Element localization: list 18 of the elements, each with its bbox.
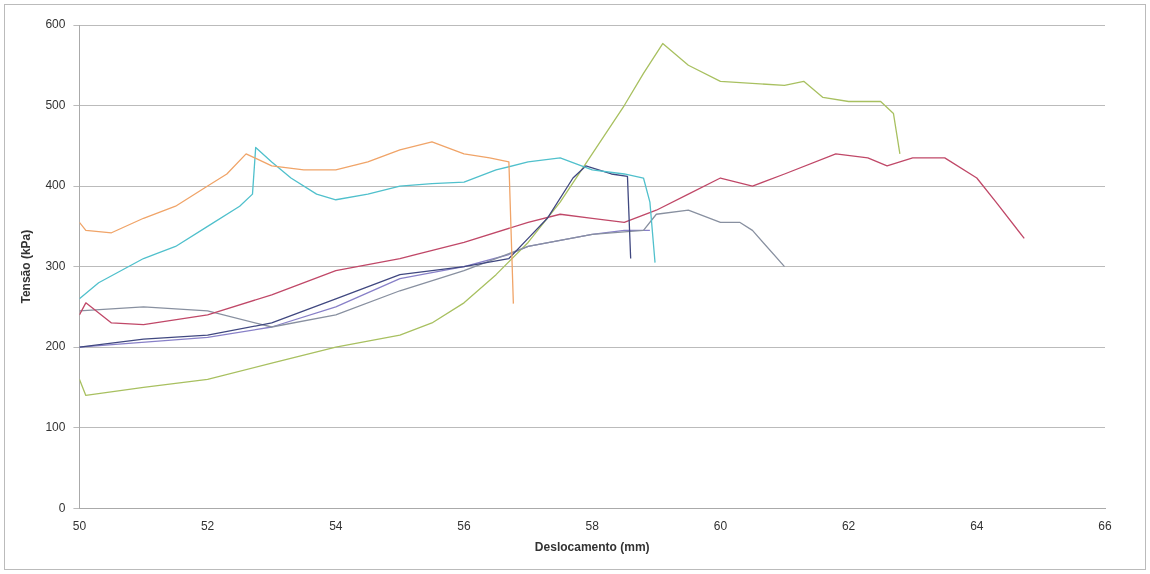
x-tick-label: 64 bbox=[970, 518, 984, 533]
x-tick-label: 52 bbox=[200, 518, 215, 533]
x-tick-label: 50 bbox=[72, 518, 87, 533]
y-tick-label: 400 bbox=[45, 178, 66, 193]
y-tick-label: 100 bbox=[45, 419, 66, 434]
x-tick-label: 54 bbox=[329, 518, 343, 533]
x-tick-label: 66 bbox=[1098, 518, 1112, 533]
y-tick-label: 0 bbox=[58, 500, 66, 515]
y-tick-label: 300 bbox=[45, 258, 66, 273]
x-tick-label: 58 bbox=[585, 518, 600, 533]
y-tick-label: 600 bbox=[45, 17, 66, 32]
x-tick-label: 62 bbox=[841, 518, 856, 533]
x-tick-label: 60 bbox=[713, 518, 728, 533]
x-tick-label: 56 bbox=[457, 518, 472, 533]
y-tick-label: 200 bbox=[45, 339, 66, 354]
y-tick-label: 500 bbox=[45, 97, 66, 112]
y-axis-title: Tensão (kPa) bbox=[18, 229, 33, 304]
x-axis-title: Deslocamento (mm) bbox=[534, 540, 650, 555]
